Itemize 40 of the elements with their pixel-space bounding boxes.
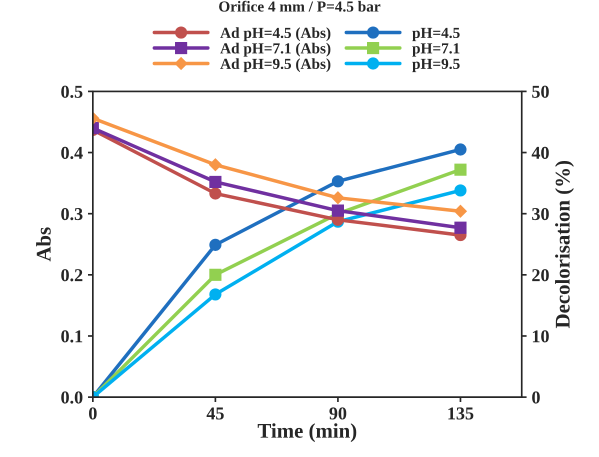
point bbox=[209, 288, 222, 300]
legend-label: Ad pH=4.5 (Abs) bbox=[220, 27, 330, 42]
y-tick-label: 0.0 bbox=[61, 391, 82, 404]
legend-label: pH=4.5 bbox=[412, 28, 460, 42]
point bbox=[209, 268, 222, 281]
point bbox=[454, 143, 467, 156]
point bbox=[454, 184, 467, 197]
y2-axis-title: Decolorisation (%) bbox=[555, 161, 574, 328]
point bbox=[332, 204, 344, 217]
y2-tick-label: 40 bbox=[532, 146, 549, 159]
legend-label: Ad pH=9.5 (Abs) bbox=[220, 58, 330, 72]
x-tick-label: 90 bbox=[329, 407, 346, 420]
y2-tick-label: 20 bbox=[532, 269, 549, 282]
point bbox=[332, 175, 344, 188]
point bbox=[332, 191, 344, 204]
point bbox=[208, 158, 222, 172]
x-tick-label: 45 bbox=[206, 408, 224, 420]
point bbox=[209, 187, 222, 200]
x-axis-title: Time (min) bbox=[258, 423, 356, 442]
x-tick-label: 135 bbox=[448, 407, 474, 420]
y-tick-label: 0.2 bbox=[61, 269, 82, 282]
y2-tick-label: 30 bbox=[532, 208, 549, 220]
y-tick-label: 0.1 bbox=[61, 330, 82, 343]
y-tick-label: 0.5 bbox=[61, 86, 82, 98]
point bbox=[454, 204, 467, 218]
y-axis-title: Abs bbox=[36, 227, 51, 262]
legend-label: Ad pH=7.1 (Abs) bbox=[220, 42, 330, 57]
y-tick-label: 0.4 bbox=[61, 146, 83, 160]
x-tick-label: 0 bbox=[89, 407, 97, 420]
y2-tick-label: 0 bbox=[532, 391, 540, 404]
chart-title: Orifice 4 mm / P=4.5 bar bbox=[219, 0, 380, 12]
y-tick-label: 0.3 bbox=[61, 208, 83, 220]
legend-label: pH=9.5 bbox=[412, 58, 460, 72]
y2-tick-label: 50 bbox=[532, 86, 549, 98]
point bbox=[454, 222, 467, 234]
y2-tick-label: 10 bbox=[532, 330, 549, 342]
point bbox=[209, 238, 222, 251]
legend-label: pH=7.1 bbox=[412, 43, 460, 57]
point bbox=[209, 176, 222, 188]
point bbox=[454, 164, 467, 176]
